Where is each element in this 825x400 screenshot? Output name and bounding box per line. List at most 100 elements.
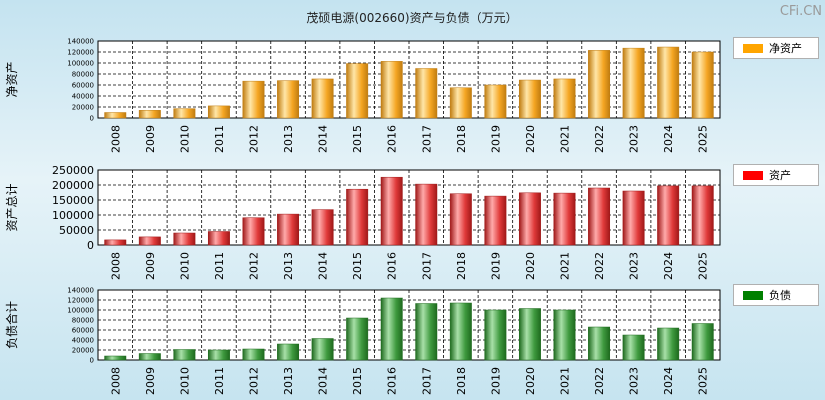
x-tick-label: 2014 [317,367,330,395]
y-tick-label: 100000 [67,59,94,67]
x-tick-label: 2023 [628,125,641,153]
legend-label-assets: 资产 [769,169,791,182]
x-tick-label: 2015 [351,125,364,153]
panel-1: 0 50000 100000 150000 200000 250000 2008 2009 20… [5,164,721,280]
bar-净资产-2009 [138,110,161,119]
x-tick-label: 2008 [109,367,122,395]
panel-0: 0 20000 40000 60000 80000 100000 120000 140000 2… [5,37,721,153]
x-tick-label: 2009 [144,367,157,395]
x-tick-label: 2013 [282,367,295,395]
bar-资产-2020 [518,192,541,246]
y-tick-label: 100000 [52,209,94,222]
watermark: CFi.CN [780,4,822,19]
x-tick-label: 2022 [593,125,606,153]
bar-负债-2012 [242,348,265,361]
x-tick-label: 2021 [559,125,572,153]
y-tick-label: 40000 [72,336,94,344]
bar-资产-2014 [311,209,334,246]
bar-净资产-2014 [311,78,334,119]
bar-净资产-2012 [242,80,265,119]
bar-负债-2020 [518,308,541,361]
bar-负债-2009 [138,353,161,361]
bar-资产-2010 [173,232,196,246]
y-axis-label: 资产总计 [5,183,19,231]
x-tick-label: 2015 [351,252,364,280]
bar-净资产-2022 [588,50,611,119]
bar-净资产-2010 [173,108,196,119]
bar-负债-2016 [380,297,403,361]
bar-负债-2010 [173,349,196,361]
x-tick-label: 2025 [697,367,710,395]
legend-net-assets: 净资产 [733,37,819,59]
x-tick-label: 2020 [524,252,537,280]
x-tick-label: 2010 [178,252,191,280]
y-tick-label: 250000 [52,164,94,177]
bar-负债-2014 [311,338,334,361]
bar-净资产-2017 [415,68,438,119]
y-tick-label: 150000 [52,194,94,207]
bar-负债-2018 [449,302,472,361]
bar-资产-2013 [277,213,300,246]
x-tick-label: 2010 [178,367,191,395]
bar-净资产-2021 [553,78,576,119]
bar-净资产-2008 [104,112,127,119]
bar-资产-2022 [588,187,611,246]
bar-负债-2011 [207,349,230,361]
bar-负债-2025 [691,323,714,361]
bar-资产-2015 [346,188,369,246]
chart-title: 茂硕电源(002660)资产与负债（万元） [306,11,517,25]
bar-负债-2019 [484,309,507,361]
bar-资产-2016 [380,176,403,246]
legend-label-liabilities: 负债 [769,289,791,302]
x-tick-label: 2022 [593,367,606,395]
panel-2: 0 20000 40000 60000 80000 100000 120000 140000 2… [4,286,721,395]
x-tick-label: 2011 [213,125,226,153]
x-tick-label: 2010 [178,125,191,153]
bar-负债-2021 [553,309,576,361]
bar-净资产-2025 [691,51,714,119]
bar-资产-2025 [691,185,714,246]
y-tick-label: 0 [90,356,94,364]
x-tick-label: 2011 [213,367,226,395]
y-tick-label: 80000 [72,316,94,324]
y-tick-label: 0 [90,114,94,122]
y-tick-label: 50000 [59,224,94,237]
x-tick-label: 2008 [109,252,122,280]
x-tick-label: 2021 [559,367,572,395]
x-tick-label: 2009 [144,252,157,280]
bar-资产-2017 [415,183,438,246]
bar-负债-2008 [104,355,127,361]
bar-资产-2008 [104,239,127,246]
bar-负债-2017 [415,303,438,361]
bar-资产-2023 [622,190,645,246]
x-tick-label: 2018 [455,367,468,395]
bar-资产-2011 [207,231,230,246]
bar-净资产-2011 [207,105,230,119]
x-tick-label: 2016 [386,252,399,280]
x-tick-label: 2022 [593,252,606,280]
bar-净资产-2023 [622,47,645,119]
legend-swatch-liabilities [743,290,763,300]
x-tick-label: 2016 [386,367,399,395]
x-tick-label: 2020 [524,367,537,395]
x-tick-label: 2012 [248,367,261,395]
x-tick-label: 2012 [248,252,261,280]
y-tick-label: 140000 [67,37,94,45]
x-tick-label: 2018 [455,125,468,153]
x-tick-label: 2018 [455,252,468,280]
x-tick-label: 2008 [109,125,122,153]
bar-负债-2022 [588,326,611,361]
y-tick-label: 20000 [72,103,94,111]
bar-资产-2021 [553,192,576,246]
x-tick-label: 2016 [386,125,399,153]
x-tick-label: 2015 [351,367,364,395]
y-axis-label: 净资产 [5,61,19,97]
bar-净资产-2016 [380,61,403,119]
y-tick-label: 200000 [52,179,94,192]
legend-liabilities: 负债 [733,284,819,306]
bar-负债-2024 [657,327,680,361]
bar-资产-2024 [657,185,680,246]
bar-资产-2019 [484,195,507,246]
bar-净资产-2019 [484,84,507,119]
x-tick-label: 2013 [282,125,295,153]
